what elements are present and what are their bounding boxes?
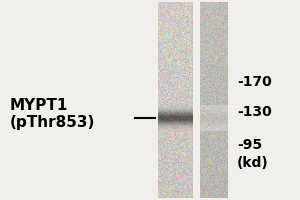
Text: -170: -170 xyxy=(237,75,272,89)
Text: -130: -130 xyxy=(237,105,272,119)
Text: MYPT1: MYPT1 xyxy=(10,98,68,112)
Text: (kd): (kd) xyxy=(237,156,269,170)
Text: -95: -95 xyxy=(237,138,262,152)
Text: (pThr853): (pThr853) xyxy=(10,114,95,130)
